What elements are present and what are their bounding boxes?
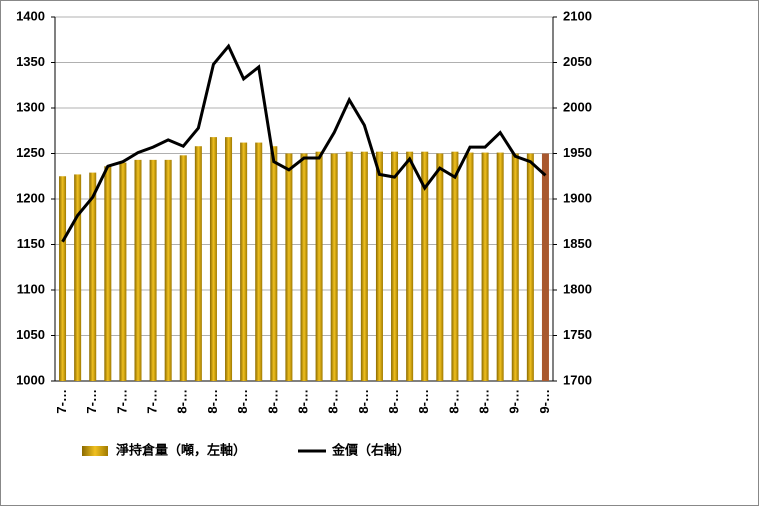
bar bbox=[225, 137, 233, 381]
bar bbox=[541, 153, 549, 381]
bar bbox=[209, 137, 217, 381]
y2-tick-label: 1800 bbox=[563, 281, 592, 296]
y-tick-label: 1350 bbox=[16, 54, 45, 69]
bar bbox=[330, 153, 338, 381]
line bbox=[61, 43, 547, 243]
y2-tick-label: 1700 bbox=[563, 372, 592, 387]
bar bbox=[255, 142, 263, 381]
bar bbox=[270, 146, 278, 381]
bar bbox=[285, 153, 293, 381]
y-tick-label: 1000 bbox=[16, 372, 45, 387]
x-tick-label: 8-… bbox=[446, 389, 461, 414]
bar bbox=[74, 174, 82, 381]
x-tick-label: 7-… bbox=[114, 389, 129, 414]
y2-tick-label: 1900 bbox=[563, 190, 592, 205]
bar bbox=[451, 151, 459, 381]
legend-label: 淨持倉量（噸，左軸） bbox=[116, 442, 246, 457]
bar bbox=[496, 152, 504, 381]
bar bbox=[481, 152, 489, 381]
y-tick-label: 1200 bbox=[16, 190, 45, 205]
bar bbox=[164, 159, 172, 381]
x-tick-label: 8-… bbox=[356, 389, 371, 414]
bar bbox=[194, 146, 202, 381]
x-tick-label: 7-… bbox=[145, 389, 160, 414]
legend-label: 金價（右軸） bbox=[331, 442, 410, 457]
bar bbox=[391, 151, 399, 381]
bar bbox=[300, 153, 308, 381]
bar bbox=[360, 151, 368, 381]
y2-tick-label: 2000 bbox=[563, 99, 592, 114]
bar bbox=[421, 151, 429, 381]
legend-swatch bbox=[82, 446, 108, 456]
y-tick-label: 1300 bbox=[16, 99, 45, 114]
y-tick-label: 1250 bbox=[16, 145, 45, 160]
x-tick-label: 9-… bbox=[537, 389, 552, 414]
x-tick-label: 8-… bbox=[295, 389, 310, 414]
bar bbox=[179, 155, 187, 381]
y2-tick-label: 2100 bbox=[563, 8, 592, 23]
x-tick-label: 7-… bbox=[84, 389, 99, 414]
x-tick-label: 8-… bbox=[175, 389, 190, 414]
bar bbox=[240, 142, 248, 381]
y2-tick-label: 1750 bbox=[563, 327, 592, 342]
x-tick-label: 9-… bbox=[507, 389, 522, 414]
y2-tick-label: 1850 bbox=[563, 236, 592, 251]
x-tick-label: 7-… bbox=[54, 389, 69, 414]
x-tick-label: 8-… bbox=[386, 389, 401, 414]
bar bbox=[104, 166, 112, 381]
bar bbox=[526, 153, 534, 381]
bar bbox=[436, 153, 444, 381]
bar bbox=[149, 159, 157, 381]
y-tick-label: 1150 bbox=[17, 236, 45, 251]
x-tick-label: 8-… bbox=[477, 389, 492, 414]
bar bbox=[511, 153, 519, 381]
x-tick-label: 8-… bbox=[205, 389, 220, 414]
x-tick-label: 8-… bbox=[326, 389, 341, 414]
bar bbox=[89, 172, 97, 381]
bar bbox=[315, 151, 323, 381]
x-tick-label: 8-… bbox=[265, 389, 280, 414]
bar bbox=[466, 152, 474, 381]
y2-tick-label: 1950 bbox=[563, 145, 592, 160]
bar bbox=[59, 176, 67, 381]
y-tick-label: 1050 bbox=[16, 327, 45, 342]
bar bbox=[345, 151, 353, 381]
bar bbox=[134, 159, 142, 381]
bar bbox=[406, 151, 414, 381]
y-tick-label: 1400 bbox=[16, 8, 45, 23]
bar bbox=[375, 151, 383, 381]
x-tick-label: 8-… bbox=[235, 389, 250, 414]
y2-tick-label: 2050 bbox=[563, 54, 592, 69]
y-tick-label: 1100 bbox=[17, 281, 45, 296]
bar bbox=[119, 162, 127, 381]
x-tick-label: 8-… bbox=[416, 389, 431, 414]
